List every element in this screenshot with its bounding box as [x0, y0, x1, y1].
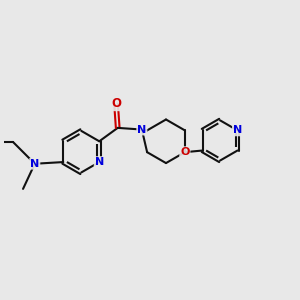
Text: N: N — [233, 125, 242, 135]
Text: O: O — [111, 97, 121, 110]
Text: N: N — [137, 124, 146, 134]
Text: O: O — [180, 147, 190, 157]
Text: N: N — [30, 159, 39, 169]
Text: N: N — [94, 157, 104, 167]
